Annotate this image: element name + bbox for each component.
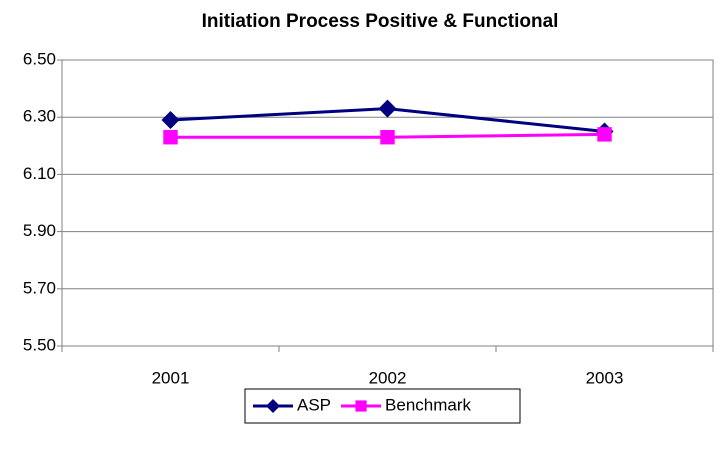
y-tick-label: 6.30 bbox=[23, 107, 56, 126]
square-marker bbox=[355, 400, 367, 412]
diamond-marker bbox=[161, 111, 180, 130]
square-marker bbox=[163, 130, 178, 145]
y-tick-label: 5.50 bbox=[23, 335, 56, 354]
legend-label: Benchmark bbox=[385, 395, 471, 414]
y-tick-label: 5.90 bbox=[23, 221, 56, 240]
square-marker bbox=[597, 127, 612, 142]
x-tick-label: 2002 bbox=[369, 368, 407, 387]
y-tick-label: 5.70 bbox=[23, 278, 56, 297]
diamond-marker bbox=[378, 99, 397, 118]
legend-label: ASP bbox=[297, 395, 331, 414]
chart-title: Initiation Process Positive & Functional bbox=[202, 11, 559, 32]
square-marker bbox=[380, 130, 395, 145]
y-tick-label: 6.10 bbox=[23, 164, 56, 183]
legend: ASP Benchmark bbox=[244, 388, 521, 424]
x-tick-label: 2001 bbox=[152, 368, 190, 387]
x-tick-label: 2003 bbox=[586, 368, 624, 387]
diamond-marker bbox=[266, 399, 280, 413]
plot-border bbox=[61, 59, 714, 347]
y-tick-label: 6.50 bbox=[23, 49, 56, 68]
